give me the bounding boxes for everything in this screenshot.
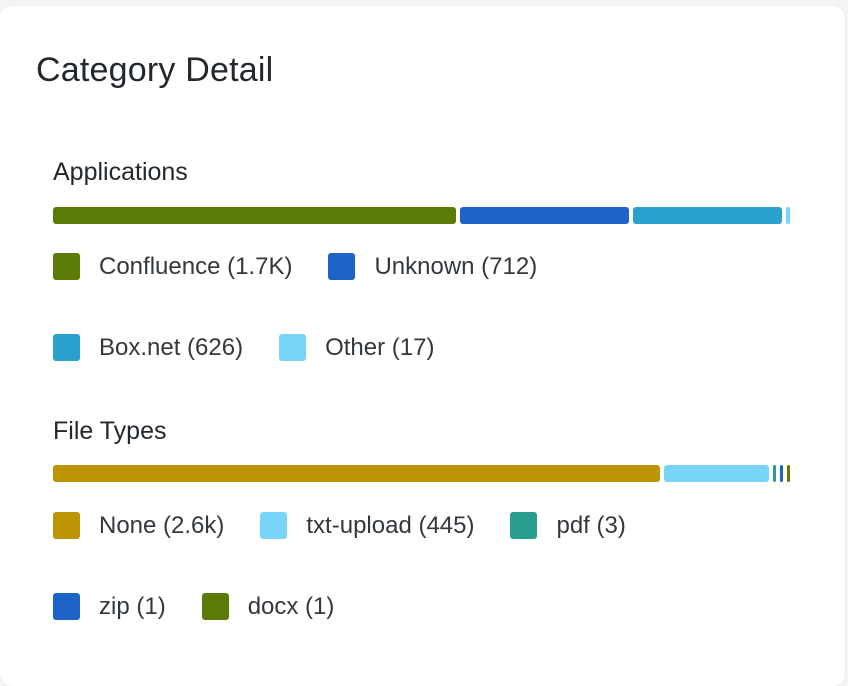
legend-swatch (53, 253, 80, 280)
bar-segment-confluence[interactable] (53, 207, 457, 224)
legend-swatch (53, 593, 80, 620)
legend-item-box-net[interactable]: Box.net (626) (53, 333, 243, 362)
legend-label: Box.net (626) (99, 333, 244, 361)
legend-item-zip[interactable]: zip (1) (53, 592, 166, 621)
legend-item-txt-upload[interactable]: txt-upload (445) (260, 511, 474, 540)
legend-label: Confluence (1.7K) (99, 252, 293, 280)
legend-swatch (510, 512, 538, 539)
legend-item-docx[interactable]: docx (1) (201, 592, 335, 621)
file-types-legend: None (2.6k) txt-upload (445) pdf (3) zip (1… (53, 511, 673, 621)
legend-label: pdf (3) (556, 511, 626, 539)
bar-segment-txt-upload[interactable] (663, 465, 769, 482)
legend-label: None (2.6k) (99, 511, 225, 539)
bar-segment-zip[interactable] (779, 465, 783, 482)
legend-swatch (53, 334, 80, 361)
legend-label: docx (1) (247, 592, 335, 620)
legend-swatch (279, 334, 307, 361)
file-types-section: File Types None (2.6k) txt-upload (445) pd… (53, 415, 793, 621)
legend-item-none[interactable]: None (2.6k) (53, 511, 224, 540)
bar-segment-other[interactable] (785, 207, 790, 224)
bar-segment-box-net[interactable] (633, 207, 782, 224)
legend-item-other[interactable]: Other (17) (279, 333, 434, 362)
legend-swatch (53, 512, 80, 539)
applications-title: Applications (53, 158, 188, 186)
applications-stacked-bar (53, 207, 790, 224)
file-types-stacked-bar (53, 465, 790, 482)
legend-swatch (260, 512, 288, 539)
legend-swatch (201, 593, 229, 620)
applications-legend: Confluence (1.7K) Unknown (712) Box.net (6… (53, 252, 673, 362)
legend-label: Unknown (712) (374, 252, 538, 280)
legend-label: Other (17) (325, 333, 435, 361)
card-title: Category Detail (36, 51, 274, 89)
bar-segment-unknown[interactable] (460, 207, 630, 224)
category-detail-card: Category Detail Applications Confluence … (0, 6, 845, 686)
bar-segment-pdf[interactable] (772, 465, 776, 482)
applications-section: Applications Confluence (1.7K) Unknown (7… (53, 156, 793, 362)
legend-item-confluence[interactable]: Confluence (1.7K) (53, 252, 292, 281)
bar-segment-none[interactable] (53, 465, 660, 482)
legend-label: txt-upload (445) (306, 511, 475, 539)
legend-item-unknown[interactable]: Unknown (712) (328, 252, 537, 281)
legend-item-pdf[interactable]: pdf (3) (510, 511, 626, 540)
bar-segment-docx[interactable] (786, 465, 790, 482)
legend-label: zip (1) (99, 592, 166, 620)
legend-swatch (328, 253, 356, 280)
file-types-title: File Types (53, 417, 167, 445)
